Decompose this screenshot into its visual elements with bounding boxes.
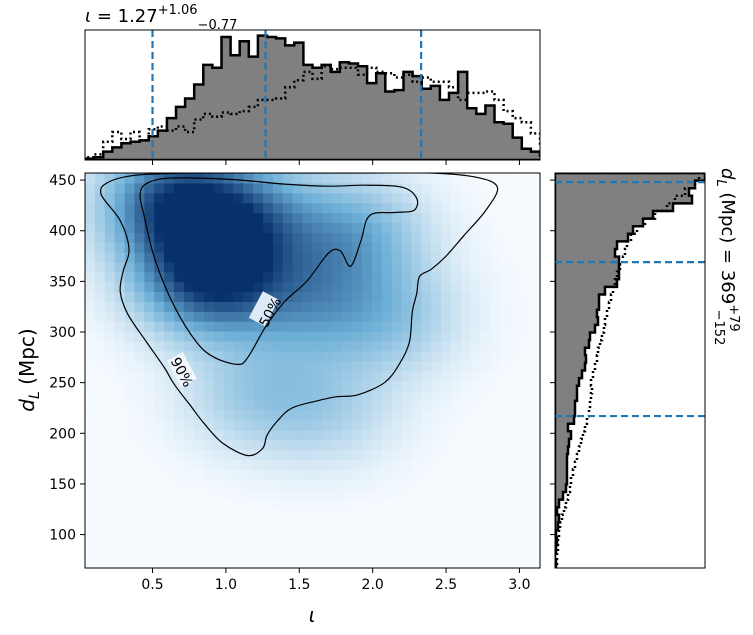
contour-90-percent <box>99 173 499 457</box>
y-tick-label: 400 <box>49 224 76 240</box>
distance-posterior-histogram <box>555 173 705 568</box>
main-panel-frame <box>84 172 541 569</box>
iota-posterior-histogram <box>85 34 540 160</box>
right-panel-frame <box>554 172 706 569</box>
top-marginal-histogram: ι = 1.27+1.06−0.77 <box>84 3 541 165</box>
top-panel-frame <box>84 29 541 161</box>
y-tick-label: 300 <box>49 325 76 341</box>
y-tick-label: 350 <box>49 274 76 290</box>
y-tick-label: 150 <box>49 477 76 493</box>
y-axis-label: dL (Mpc) <box>15 328 43 411</box>
iota-prior-histogram <box>85 65 540 160</box>
joint-density-panel: 50% 90% 0.5 1.0 1.5 2.0 2.5 3.010015020025030… <box>15 172 541 627</box>
x-tick-label: 2.5 <box>435 577 457 593</box>
iota-title: ι = 1.27+1.06−0.77 <box>85 3 237 33</box>
y-tick-label: 100 <box>49 528 76 544</box>
right-marginal-histogram: dL (Mpc) = 369+79−152 <box>550 168 741 569</box>
y-tick-label: 450 <box>49 173 76 189</box>
y-tick-label: 250 <box>49 376 76 392</box>
distance-prior-histogram <box>555 173 701 568</box>
distance-title: dL (Mpc) = 369+79−152 <box>711 168 741 345</box>
x-tick-label: 1.5 <box>288 577 310 593</box>
contour-50-percent <box>139 177 419 366</box>
x-axis-label: ι <box>309 603 316 627</box>
x-tick-label: 0.5 <box>141 577 163 593</box>
density-heatmap <box>85 173 540 568</box>
y-tick-label: 200 <box>49 426 76 442</box>
x-tick-label: 3.0 <box>508 577 530 593</box>
x-tick-label: 1.0 <box>215 577 237 593</box>
x-tick-label: 2.0 <box>362 577 384 593</box>
